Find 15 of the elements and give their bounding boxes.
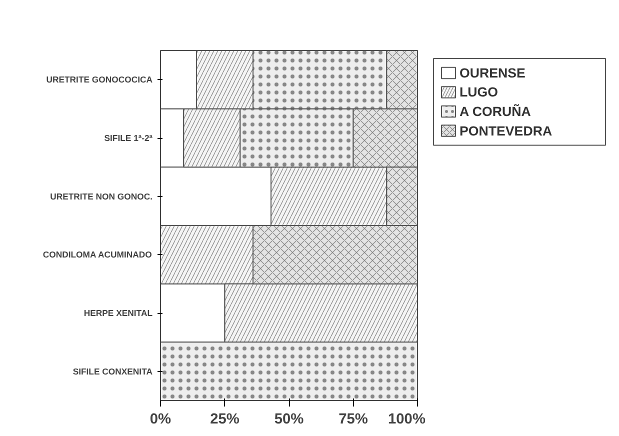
y-tick-label: URETRITE NON GONOC. [50, 191, 153, 202]
legend-label: LUGO [460, 84, 498, 100]
legend-label: PONTEVEDRA [460, 123, 552, 138]
x-tick-label: 50% [274, 412, 304, 428]
y-tick-label: HERPE XENITAL [84, 308, 154, 318]
y-tick-label: SIFILE CONXENITA [72, 366, 154, 376]
y-tick-label: CONDILOMA ACUMINADO [42, 250, 152, 260]
x-tick-label: 100% [388, 412, 426, 428]
y-tick-label: SIFILE 1ª-2ª [104, 133, 154, 143]
x-tick-label: 25% [210, 412, 240, 428]
x-tick-label: 0% [150, 412, 172, 428]
y-tick-label: URETRITE GONOCOCICA [46, 74, 154, 85]
legend-label: A CORUÑA [460, 104, 532, 120]
legend-label: OURENSE [460, 65, 526, 80]
x-tick-label: 75% [338, 412, 368, 428]
